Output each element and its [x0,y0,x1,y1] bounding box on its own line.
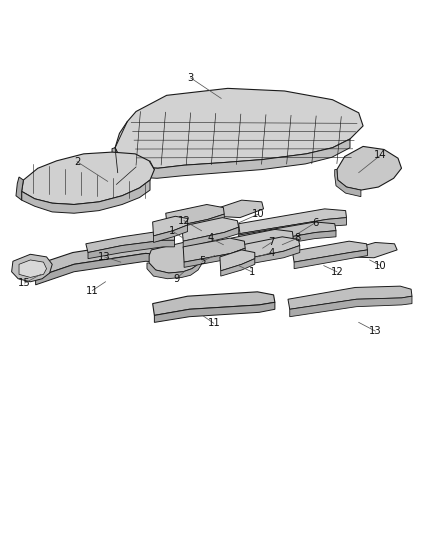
Polygon shape [240,231,336,251]
Polygon shape [21,152,154,205]
Polygon shape [86,231,174,253]
Polygon shape [215,200,264,217]
Polygon shape [136,139,350,179]
Polygon shape [16,177,23,200]
Polygon shape [231,229,293,253]
Polygon shape [220,250,255,271]
Text: 13: 13 [98,252,111,262]
Polygon shape [153,225,187,243]
Text: 5: 5 [199,256,205,266]
Polygon shape [184,248,245,268]
Polygon shape [239,217,346,240]
Polygon shape [239,209,346,234]
Polygon shape [115,88,363,168]
Text: 12: 12 [178,216,191,225]
Polygon shape [337,147,402,190]
Polygon shape [166,205,224,228]
Polygon shape [154,302,275,322]
Polygon shape [183,227,239,248]
Polygon shape [239,222,336,246]
Text: 9: 9 [173,274,180,284]
Text: 12: 12 [331,266,343,277]
Text: 1: 1 [248,266,255,277]
Polygon shape [35,253,173,285]
Polygon shape [182,217,239,241]
Polygon shape [88,240,174,259]
Text: 1: 1 [169,225,175,236]
Polygon shape [294,250,367,269]
Polygon shape [221,259,255,276]
Polygon shape [292,241,367,262]
Polygon shape [240,246,300,265]
Polygon shape [288,286,412,309]
Text: 10: 10 [374,261,387,271]
Text: 14: 14 [374,150,387,160]
Polygon shape [167,214,224,234]
Text: 6: 6 [312,218,318,228]
Polygon shape [290,296,412,317]
Text: 15: 15 [18,278,31,288]
Polygon shape [19,260,46,277]
Polygon shape [152,292,275,316]
Text: 10: 10 [252,209,265,219]
Text: 4: 4 [268,247,275,257]
Polygon shape [335,169,361,197]
Text: 8: 8 [294,233,301,243]
Polygon shape [152,216,187,236]
Polygon shape [232,238,293,258]
Text: 11: 11 [86,286,99,295]
Polygon shape [33,241,175,277]
Polygon shape [21,180,150,213]
Text: 3: 3 [187,73,194,83]
Text: 2: 2 [74,157,80,167]
Text: 4: 4 [207,233,213,243]
Text: 11: 11 [207,318,220,328]
Polygon shape [147,257,201,279]
Polygon shape [149,243,201,273]
Polygon shape [183,238,245,262]
Polygon shape [12,254,52,282]
Text: 13: 13 [369,326,381,336]
Text: 7: 7 [268,238,275,247]
Polygon shape [349,243,397,258]
Polygon shape [239,237,300,260]
Polygon shape [112,148,136,177]
